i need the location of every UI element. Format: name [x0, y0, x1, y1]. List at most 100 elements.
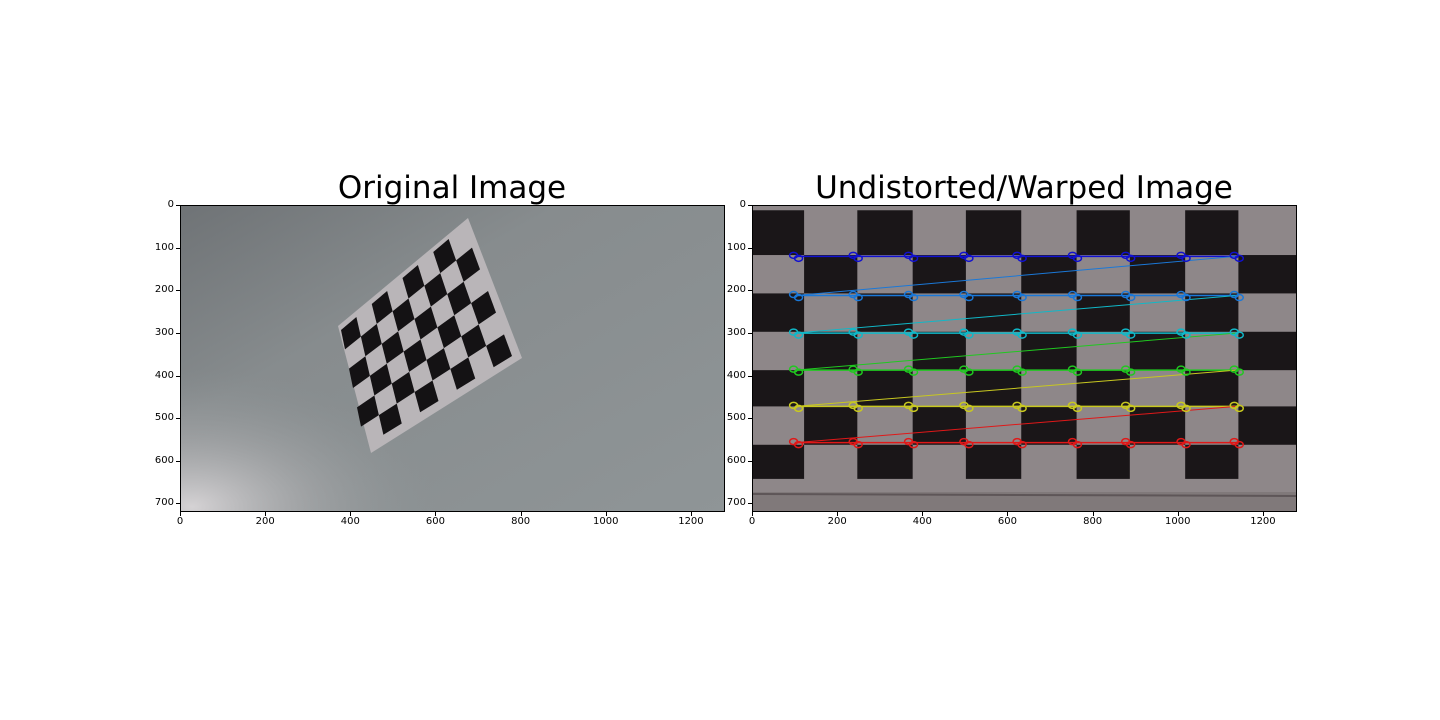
corner-connector-line: [795, 369, 1237, 407]
left-y-tick-mark: [176, 503, 180, 505]
corner-connector-line: [795, 295, 1237, 334]
corner-marker: [1072, 440, 1083, 449]
left-y-tick-label: 500: [154, 412, 174, 424]
corner-marker: [793, 404, 804, 413]
left-y-tick-mark: [176, 247, 180, 249]
corner-marker: [1125, 368, 1136, 376]
left-x-tick-label: 0: [176, 516, 184, 527]
corner-marker: [1017, 404, 1027, 413]
right-x-tick-mark: [837, 512, 839, 516]
corner-marker: [1017, 368, 1027, 376]
corner-marker: [853, 404, 863, 413]
right-y-tick-mark: [748, 418, 752, 420]
right-x-tick-label: 400: [912, 516, 932, 527]
right-y-tick-label: 200: [726, 284, 746, 296]
right-x-tick-mark: [922, 512, 924, 516]
left-y-tick-label: 0: [167, 199, 174, 210]
corner-marker: [1234, 368, 1245, 376]
left-x-tick-mark: [180, 512, 181, 516]
corner-marker: [1234, 293, 1245, 302]
left-x-tick-label: 1000: [593, 516, 619, 527]
right-image-axes: [752, 205, 1297, 512]
left-y-tick-label: 700: [154, 497, 174, 509]
left-y-tick-label: 200: [154, 284, 174, 296]
right-y-tick-label: 0: [739, 199, 746, 210]
corner-marker: [1125, 440, 1136, 449]
right-x-tick-mark: [1007, 512, 1009, 516]
corner-marker: [908, 404, 919, 413]
original-image: [181, 206, 724, 511]
right-y-tick-mark: [748, 332, 752, 334]
corner-marker: [853, 440, 863, 449]
corner-marker: [964, 293, 974, 302]
right-y-tick-label: 300: [726, 326, 746, 338]
right-x-tick-label: 0: [748, 516, 756, 527]
left-y-tick-label: 300: [154, 326, 174, 338]
right-x-tick-label: 1200: [1250, 516, 1276, 527]
left-y-tick-mark: [176, 375, 180, 377]
corner-marker: [793, 331, 804, 339]
corner-connector-line: [795, 405, 1237, 444]
right-x-tick-mark: [1092, 512, 1094, 516]
corner-marker: [853, 254, 863, 263]
corner-marker: [964, 404, 974, 413]
corner-marker: [964, 368, 974, 376]
right-x-tick-mark: [752, 512, 753, 516]
corner-marker: [908, 293, 919, 302]
corner-marker: [853, 368, 863, 376]
left-y-tick-label: 400: [154, 369, 174, 381]
right-x-tick-label: 800: [1083, 516, 1103, 527]
left-y-tick-mark: [176, 460, 180, 462]
corner-marker: [1181, 404, 1191, 413]
left-y-tick-mark: [176, 290, 180, 292]
right-y-tick-label: 500: [726, 412, 746, 424]
corner-marker: [1072, 254, 1083, 263]
corner-marker: [1181, 440, 1191, 449]
right-y-tick-mark: [748, 460, 752, 462]
left-x-tick-label: 600: [425, 516, 446, 527]
right-x-tick-mark: [1262, 512, 1264, 516]
corner-marker: [1017, 254, 1027, 263]
corner-marker: [908, 440, 919, 449]
left-x-tick-mark: [605, 512, 607, 516]
corner-marker: [1072, 293, 1083, 302]
left-x-tick-mark: [690, 512, 692, 516]
corner-marker: [908, 331, 919, 339]
corner-marker: [964, 254, 974, 263]
corner-marker: [1017, 440, 1027, 449]
left-x-tick-mark: [435, 512, 437, 516]
right-x-tick-label: 1000: [1165, 516, 1191, 527]
corner-marker: [908, 368, 919, 376]
corner-marker: [793, 440, 804, 449]
right-y-tick-label: 700: [726, 497, 746, 509]
corner-marker: [1125, 331, 1136, 339]
corner-marker: [908, 254, 919, 263]
corner-marker: [793, 293, 804, 302]
corner-marker: [793, 254, 804, 263]
corner-marker: [1234, 440, 1245, 449]
corner-marker: [1072, 331, 1083, 339]
right-y-tick-mark: [748, 247, 752, 249]
left-y-tick-mark: [176, 418, 180, 420]
left-x-tick-label: 1200: [678, 516, 704, 527]
corner-marker: [1181, 331, 1191, 339]
right-x-tick-label: 200: [827, 516, 847, 527]
left-x-tick-label: 200: [255, 516, 275, 527]
right-y-tick-mark: [748, 375, 752, 377]
corner-marker: [1181, 254, 1191, 263]
left-y-tick-label: 600: [154, 454, 174, 466]
corner-marker: [1125, 404, 1136, 413]
undistorted-image: [753, 206, 1296, 511]
corner-marker: [964, 331, 974, 339]
corner-marker: [1181, 293, 1191, 302]
right-y-tick-mark: [748, 503, 752, 505]
corner-marker: [1017, 293, 1027, 302]
right-y-tick-label: 100: [726, 241, 746, 253]
right-x-tick-mark: [1177, 512, 1179, 516]
corner-marker: [1017, 331, 1027, 339]
detected-corners-overlay: [788, 251, 1245, 449]
corner-marker: [1072, 368, 1083, 376]
left-x-tick-label: 800: [511, 516, 531, 527]
right-y-tick-label: 400: [726, 369, 746, 381]
right-y-tick-mark: [748, 290, 752, 292]
